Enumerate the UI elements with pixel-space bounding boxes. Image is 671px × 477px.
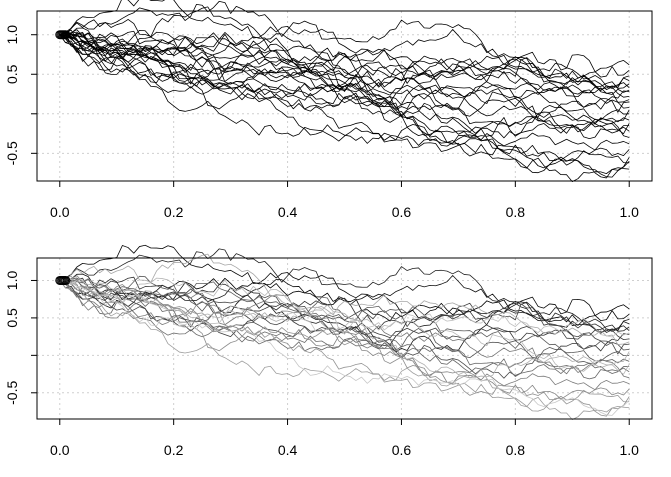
series-line <box>59 34 630 151</box>
x-tick-label: 0.8 <box>506 204 526 220</box>
series-line <box>59 276 630 362</box>
plot-frame <box>36 257 653 420</box>
x-tick-label: 0.6 <box>392 204 412 220</box>
series-line <box>59 31 630 139</box>
series-line <box>59 32 630 178</box>
series-line <box>59 27 630 90</box>
x-tick-label: 0.4 <box>278 442 298 458</box>
x-tick-label: 0.2 <box>164 204 184 220</box>
start-point-marker <box>61 275 71 285</box>
series-line <box>59 0 630 78</box>
series-line <box>59 275 630 364</box>
series-line <box>59 0 630 89</box>
series-line <box>59 248 630 332</box>
series-line <box>59 29 630 161</box>
series-line <box>59 34 630 174</box>
series-line <box>59 278 630 416</box>
series-line <box>59 277 630 379</box>
series-line <box>59 33 630 138</box>
series-line <box>59 280 630 379</box>
series-line <box>59 278 630 341</box>
series-line <box>59 31 630 135</box>
start-point-marker <box>61 30 71 40</box>
chart-panel-2: 0.0 0.2 0.4 0.6 0.8 1.0 -0.5 0.5 1.0 <box>4 244 653 458</box>
series-line <box>59 278 630 417</box>
series-line <box>59 275 630 421</box>
series-line <box>59 273 630 333</box>
series-line <box>59 30 630 121</box>
chart-panel-1: 0.0 0.2 0.4 0.6 0.8 1.0 -0.5 0.5 1.0 <box>4 0 653 220</box>
series-line <box>59 34 630 137</box>
series-line <box>59 29 630 123</box>
y-tick-label: 1.0 <box>4 271 20 291</box>
x-tick-label: 0.2 <box>164 442 184 458</box>
x-tick-label: 0.0 <box>50 204 70 220</box>
series-line <box>59 280 630 391</box>
y-tick-label: -0.5 <box>4 381 20 405</box>
series-line <box>59 29 630 183</box>
y-tick-label: -0.5 <box>4 141 20 165</box>
series-line <box>59 275 630 400</box>
y-tick-label: 0.5 <box>4 64 20 84</box>
series-line <box>59 276 630 352</box>
series-line <box>59 280 630 412</box>
x-tick-label: 0.4 <box>278 204 298 220</box>
series-line <box>59 32 630 99</box>
series-line <box>59 280 630 377</box>
x-tick-label: 0.6 <box>392 442 412 458</box>
series-line <box>59 277 630 375</box>
x-tick-label: 0.0 <box>50 442 70 458</box>
series-line <box>59 33 630 95</box>
y-tick-label: 1.0 <box>4 25 20 45</box>
series-line <box>59 6 630 103</box>
x-tick-label: 1.0 <box>619 204 639 220</box>
series-line <box>59 279 630 338</box>
y-tick-label: 0.5 <box>4 308 20 328</box>
plot-frame <box>36 10 653 182</box>
x-tick-label: 1.0 <box>619 442 639 458</box>
series-line <box>59 34 630 138</box>
series-line <box>59 279 630 379</box>
series-line <box>59 30 630 110</box>
series-line <box>59 244 630 321</box>
series-line <box>59 253 630 345</box>
series-line <box>59 32 630 179</box>
x-tick-label: 0.8 <box>506 442 526 458</box>
